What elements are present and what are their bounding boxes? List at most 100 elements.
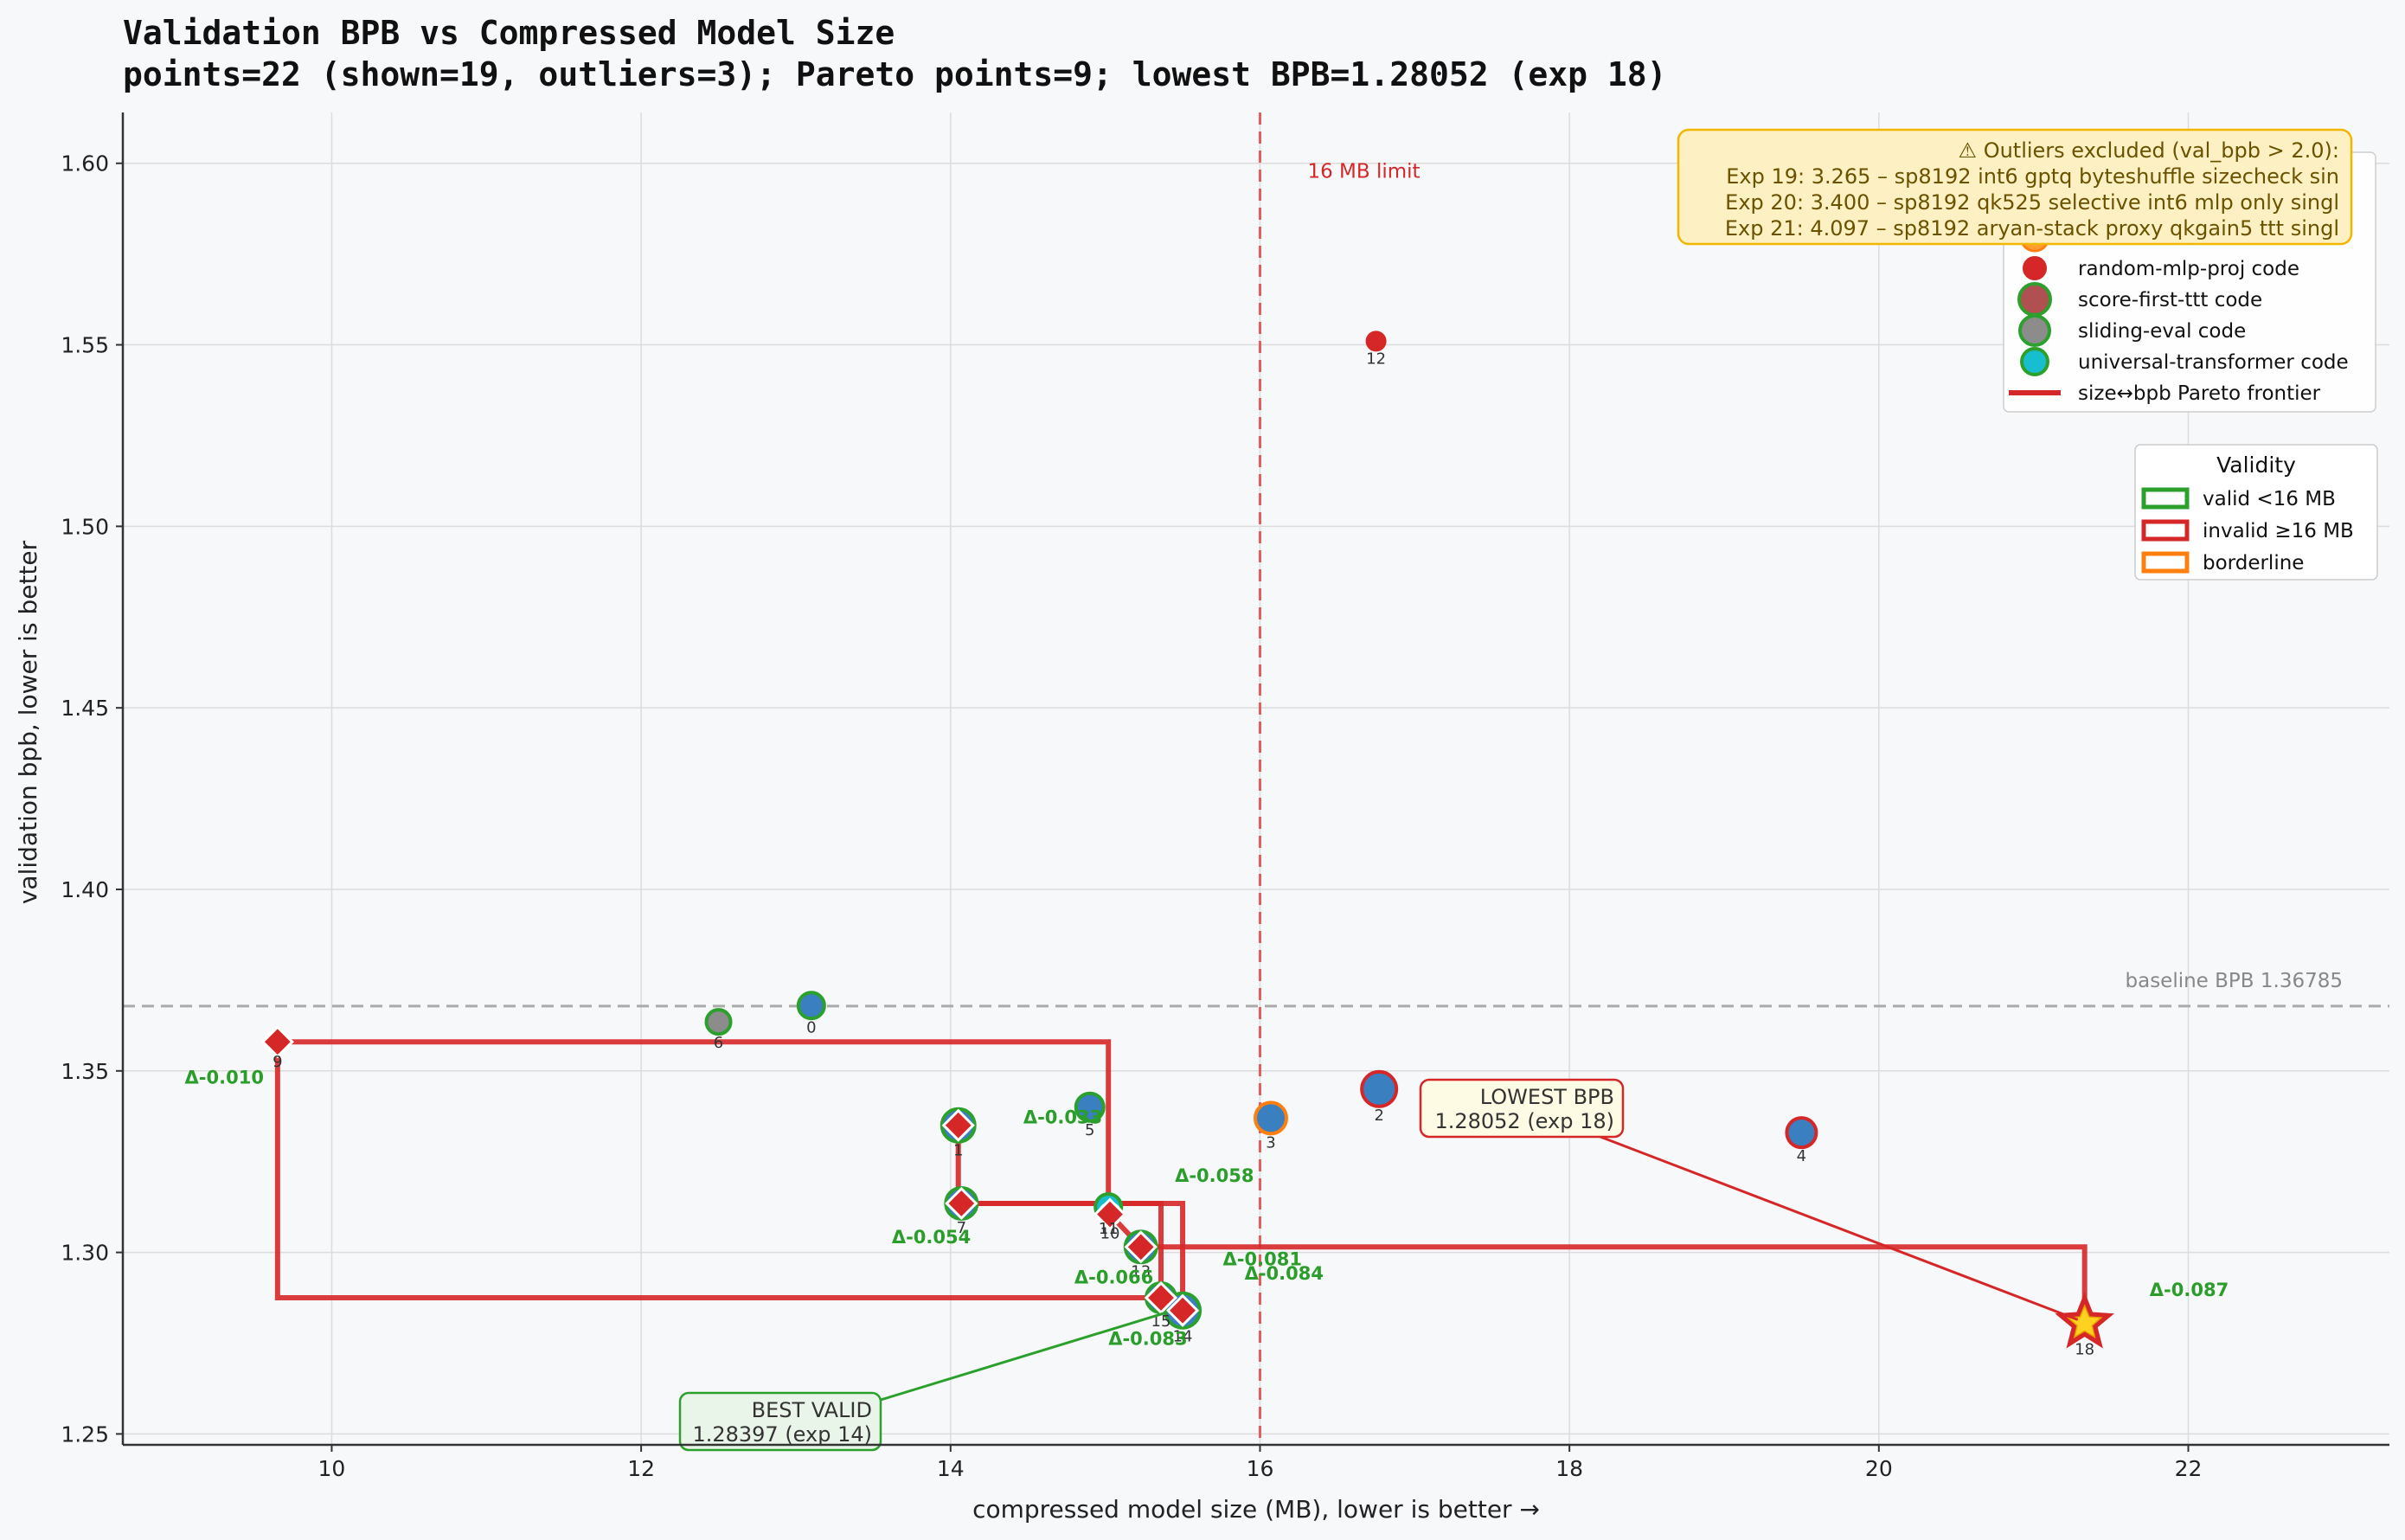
x-axis-title: compressed model size (MB), lower is bet…	[972, 1495, 1540, 1524]
point-label: 0	[806, 1018, 816, 1036]
size-limit-label: 16 MB limit	[1307, 161, 1420, 183]
y-tick-label: 1.60	[61, 151, 109, 176]
point-exp-18	[2055, 1292, 2114, 1349]
delta-label: Δ-0.010	[185, 1067, 264, 1088]
pareto-diamond	[1093, 1197, 1127, 1231]
point-exp-6	[704, 1008, 733, 1036]
y-tick-label: 1.35	[61, 1059, 109, 1084]
legend-label: random-mlp-proj code	[2078, 258, 2299, 280]
point-label: 3	[1266, 1133, 1275, 1152]
title-line-1: Validation BPB vs Compressed Model Size	[123, 14, 895, 52]
baseline-label: baseline BPB 1.36785	[2126, 970, 2344, 992]
pareto-diamond	[1165, 1293, 1200, 1327]
best-valid-arrow	[880, 1311, 1168, 1402]
outlier-line: Exp 19: 3.265 – sp8192 int6 gptq byteshu…	[1726, 164, 2339, 189]
y-tick-label: 1.30	[61, 1241, 109, 1266]
point-exp-0	[796, 991, 826, 1021]
title-line-2: points=22 (shown=19, outliers=3); Pareto…	[123, 55, 1667, 93]
y-tick-label: 1.40	[61, 877, 109, 902]
lowest-bpb-arrow	[1600, 1135, 2079, 1321]
lowest-bpb-title: LOWEST BPB	[1480, 1085, 1614, 1109]
y-tick-label: 1.55	[61, 333, 109, 358]
outlier-line: Exp 21: 4.097 – sp8192 aryan-stack proxy…	[1725, 216, 2339, 241]
best-valid-value: 1.28397 (exp 14)	[692, 1422, 872, 1447]
point-label: 18	[2075, 1340, 2094, 1358]
x-tick-label: 22	[2175, 1456, 2203, 1481]
point-label: 4	[1797, 1147, 1806, 1165]
pareto-diamond	[1124, 1230, 1158, 1264]
pareto-diamond	[945, 1186, 978, 1221]
lowest-bpb-value: 1.28052 (exp 18)	[1434, 1109, 1614, 1133]
axes: 10 12 14 16 18 20 221.251.301.351.401.451.501.…	[61, 112, 2389, 1481]
data-points	[260, 330, 2114, 1349]
point-label: 7	[957, 1219, 966, 1237]
legend-swatch	[2017, 282, 2052, 317]
x-tick-label: 20	[1865, 1456, 1893, 1481]
frontier-segment-3	[961, 1200, 1186, 1311]
y-tick-label: 1.50	[61, 514, 109, 539]
validity-legend-title: Validity	[2216, 452, 2296, 478]
validity-label: borderline	[2203, 552, 2304, 574]
legend-label: sliding-eval code	[2078, 320, 2246, 343]
x-tick-label: 18	[1555, 1456, 1583, 1481]
reference-lines: 16 MB limit baseline BPB 1.36785	[123, 112, 2389, 1445]
point-label: 11	[1099, 1220, 1119, 1238]
point-exp-2	[1360, 1069, 1399, 1108]
point-label: 9	[273, 1053, 282, 1071]
validity-legend-box	[2134, 444, 2378, 581]
frontier-segment-2	[274, 1042, 1164, 1301]
point-label: 1	[953, 1142, 963, 1160]
delta-label: Δ-0.058	[1175, 1165, 1254, 1186]
delta-label: Δ-0.083	[1108, 1329, 1187, 1350]
validity-swatch	[2141, 519, 2190, 542]
delta-label: Δ-0.087	[2150, 1280, 2229, 1300]
outlier-title: ⚠ Outliers excluded (val_bpb > 2.0):	[1959, 138, 2339, 163]
legend-label: score-first-ttt code	[2078, 289, 2262, 311]
point-label: 13	[1131, 1262, 1151, 1280]
y-tick-label: 1.25	[61, 1421, 109, 1447]
point-exp-12	[1365, 330, 1387, 352]
chart-title: Validation BPB vs Compressed Model Size …	[123, 12, 1666, 95]
legend-swatch	[2018, 314, 2051, 347]
legend-label: size↔bpb Pareto frontier	[2078, 382, 2321, 405]
legend-label: universal-transformer code	[2078, 351, 2349, 374]
validity-swatch	[2141, 487, 2190, 510]
point-label: 12	[1366, 350, 1386, 368]
validity-label: valid <16 MB	[2203, 488, 2336, 510]
delta-label: Δ-0.066	[1074, 1267, 1153, 1287]
x-tick-label: 12	[627, 1456, 655, 1481]
delta-label: Δ-0.033	[1023, 1107, 1102, 1128]
validity-label: invalid ≥16 MB	[2203, 520, 2354, 542]
legend-swatch	[2020, 347, 2049, 376]
point-label: 2	[1374, 1107, 1383, 1125]
legend-swatch	[2023, 256, 2047, 280]
y-axis-title: validation bpb, lower is better	[14, 540, 42, 904]
annotations: Δ-0.010Δ-0.033Δ-0.058Δ-0.054Δ-0.081Δ-0.0…	[185, 1067, 2229, 1452]
delta-label: Δ-0.084	[1245, 1263, 1324, 1284]
legends: random-mlp-proj code score-first-ttt code…	[1677, 128, 2378, 581]
delta-label: Δ-0.054	[892, 1227, 971, 1248]
delta-label: Δ-0.081	[1223, 1248, 1302, 1269]
point-label: 6	[714, 1034, 723, 1052]
point-label: 5	[1085, 1121, 1094, 1139]
pareto-diamond	[1144, 1280, 1178, 1315]
outlier-box	[1677, 128, 2353, 246]
outlier-line: Exp 20: 3.400 – sp8192 qk525 selective i…	[1725, 190, 2339, 215]
point-label: 10	[1100, 1225, 1120, 1243]
y-tick-label: 1.45	[61, 696, 109, 721]
x-tick-label: 10	[318, 1456, 346, 1481]
best-valid-title: BEST VALID	[752, 1398, 872, 1422]
pareto-diamond	[260, 1025, 294, 1059]
point-exp-4	[1785, 1116, 1818, 1150]
point-exp-5	[1074, 1091, 1106, 1123]
lowest-bpb-box	[1419, 1078, 1625, 1139]
x-tick-label: 14	[937, 1456, 965, 1481]
point-label: 14	[1173, 1328, 1193, 1346]
pareto-diamond	[941, 1108, 975, 1142]
point-exp-3	[1253, 1100, 1288, 1136]
validity-swatch	[2141, 551, 2190, 574]
best-valid-box	[678, 1391, 882, 1452]
